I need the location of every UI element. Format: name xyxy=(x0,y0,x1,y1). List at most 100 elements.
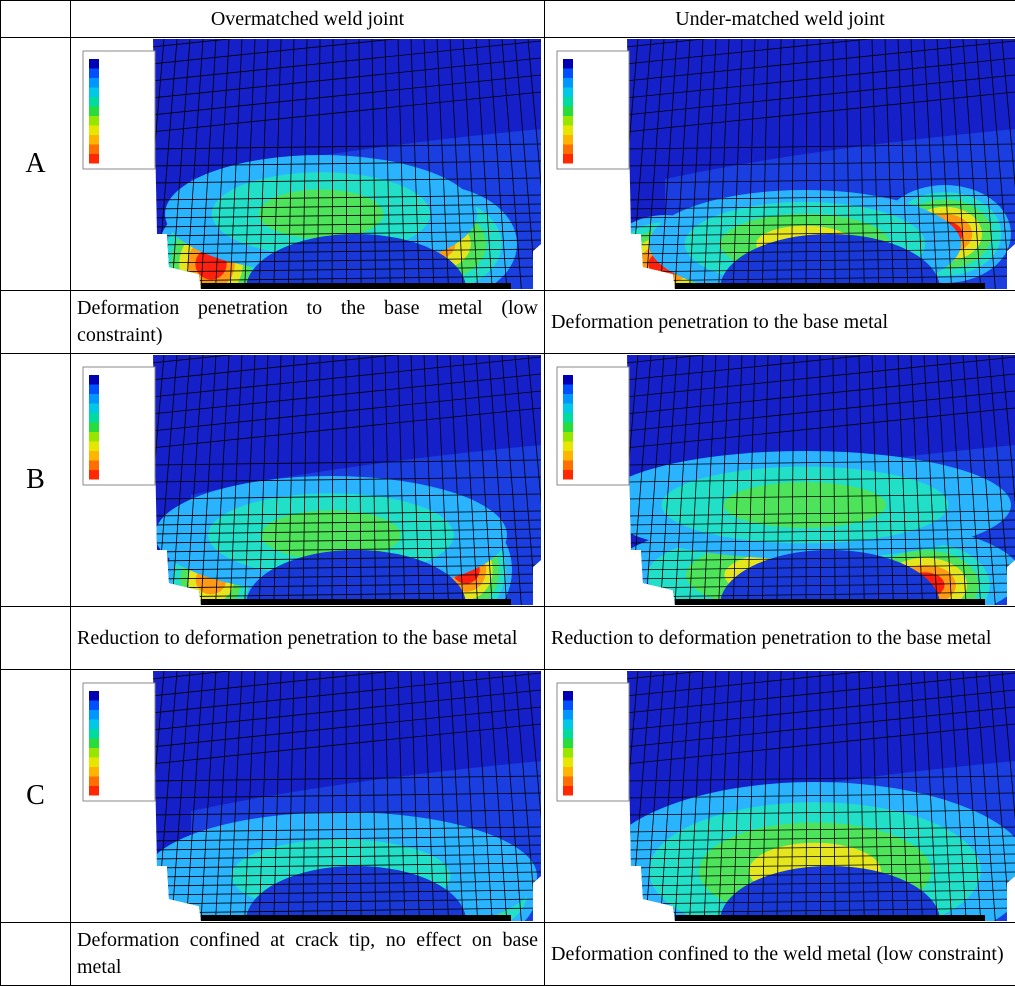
legend-swatch xyxy=(89,691,99,701)
caption: Deformation penetration to the base meta… xyxy=(545,291,1015,354)
crack-line xyxy=(675,599,985,605)
legend-swatch xyxy=(563,97,573,107)
legend-swatch xyxy=(563,758,573,768)
legend-swatch xyxy=(563,461,573,471)
legend xyxy=(83,367,155,485)
fem-plot xyxy=(71,671,541,921)
legend xyxy=(557,51,629,169)
legend-swatch xyxy=(563,442,573,452)
legend-swatch xyxy=(563,126,573,136)
legend-swatch xyxy=(563,691,573,701)
legend-swatch xyxy=(563,385,573,395)
caption-row: Reduction to deformation penetration to … xyxy=(1,607,1015,670)
legend-swatch xyxy=(563,701,573,711)
caption: Reduction to deformation penetration to … xyxy=(71,607,545,670)
crack-line xyxy=(201,915,511,921)
row-label: A xyxy=(1,38,71,291)
legend-swatch xyxy=(89,701,99,711)
legend-swatch xyxy=(89,97,99,107)
column-header: Overmatched weld joint xyxy=(71,1,545,38)
legend-swatch xyxy=(89,404,99,414)
legend-swatch xyxy=(89,107,99,117)
image-row: A xyxy=(1,38,1015,291)
legend-swatch xyxy=(89,739,99,749)
legend-swatch xyxy=(563,729,573,739)
crack-line xyxy=(675,915,985,921)
legend-swatch xyxy=(563,69,573,79)
legend xyxy=(557,683,629,801)
image-cell xyxy=(545,38,1015,291)
legend-swatch xyxy=(89,135,99,145)
contour xyxy=(259,189,384,238)
legend-swatch xyxy=(89,758,99,768)
legend-swatch xyxy=(563,710,573,720)
crack-line xyxy=(201,283,511,289)
column-header: Under-matched weld joint xyxy=(545,1,1015,38)
caption: Deformation penetration to the base meta… xyxy=(71,291,545,354)
legend-swatch xyxy=(563,88,573,98)
legend-swatch xyxy=(89,748,99,758)
legend-swatch xyxy=(563,413,573,423)
fem-plot xyxy=(545,39,1015,289)
legend-swatch xyxy=(563,748,573,758)
legend-swatch xyxy=(89,394,99,404)
legend-swatch xyxy=(563,394,573,404)
legend-swatch xyxy=(563,451,573,461)
image-cell xyxy=(71,38,545,291)
legend-swatch xyxy=(89,451,99,461)
caption: Deformation confined to the weld metal (… xyxy=(545,923,1015,986)
legend-swatch xyxy=(563,739,573,749)
caption: Deformation confined at crack tip, no ef… xyxy=(71,923,545,986)
legend-swatch xyxy=(89,720,99,730)
caption: Reduction to deformation penetration to … xyxy=(545,607,1015,670)
legend-swatch xyxy=(89,385,99,395)
legend xyxy=(557,367,629,485)
image-cell xyxy=(545,354,1015,607)
legend-swatch xyxy=(89,116,99,126)
legend-swatch xyxy=(89,69,99,79)
fem-plot xyxy=(71,39,541,289)
legend-swatch xyxy=(89,413,99,423)
legend-swatch xyxy=(563,786,573,796)
row-label: B xyxy=(1,354,71,607)
legend-swatch xyxy=(563,767,573,777)
legend-swatch xyxy=(89,767,99,777)
fem-plot xyxy=(71,355,541,605)
image-cell xyxy=(71,670,545,923)
empty-cell xyxy=(1,923,71,986)
image-row: C xyxy=(1,670,1015,923)
legend-swatch xyxy=(563,145,573,155)
legend-swatch xyxy=(563,78,573,88)
image-row: B xyxy=(1,354,1015,607)
legend-swatch xyxy=(563,404,573,414)
legend-swatch xyxy=(563,135,573,145)
legend-swatch xyxy=(89,145,99,155)
legend-swatch xyxy=(89,432,99,442)
legend-swatch xyxy=(89,442,99,452)
legend-swatch xyxy=(89,126,99,136)
legend-swatch xyxy=(89,461,99,471)
image-cell xyxy=(545,670,1015,923)
legend-swatch xyxy=(89,470,99,480)
legend-swatch xyxy=(89,59,99,69)
caption-row: Deformation confined at crack tip, no ef… xyxy=(1,923,1015,986)
legend-swatch xyxy=(563,59,573,69)
legend-swatch xyxy=(89,729,99,739)
legend-swatch xyxy=(563,432,573,442)
legend-swatch xyxy=(89,777,99,787)
crack-line xyxy=(675,283,985,289)
legend-swatch xyxy=(563,375,573,385)
row-label: C xyxy=(1,670,71,923)
image-cell xyxy=(71,354,545,607)
legend-swatch xyxy=(89,786,99,796)
legend-swatch xyxy=(563,423,573,433)
legend-swatch xyxy=(89,78,99,88)
caption-row: Deformation penetration to the base meta… xyxy=(1,291,1015,354)
legend xyxy=(83,683,155,801)
legend-swatch xyxy=(89,88,99,98)
crack-line xyxy=(201,599,511,605)
fem-plot xyxy=(545,355,1015,605)
empty-cell xyxy=(1,291,71,354)
